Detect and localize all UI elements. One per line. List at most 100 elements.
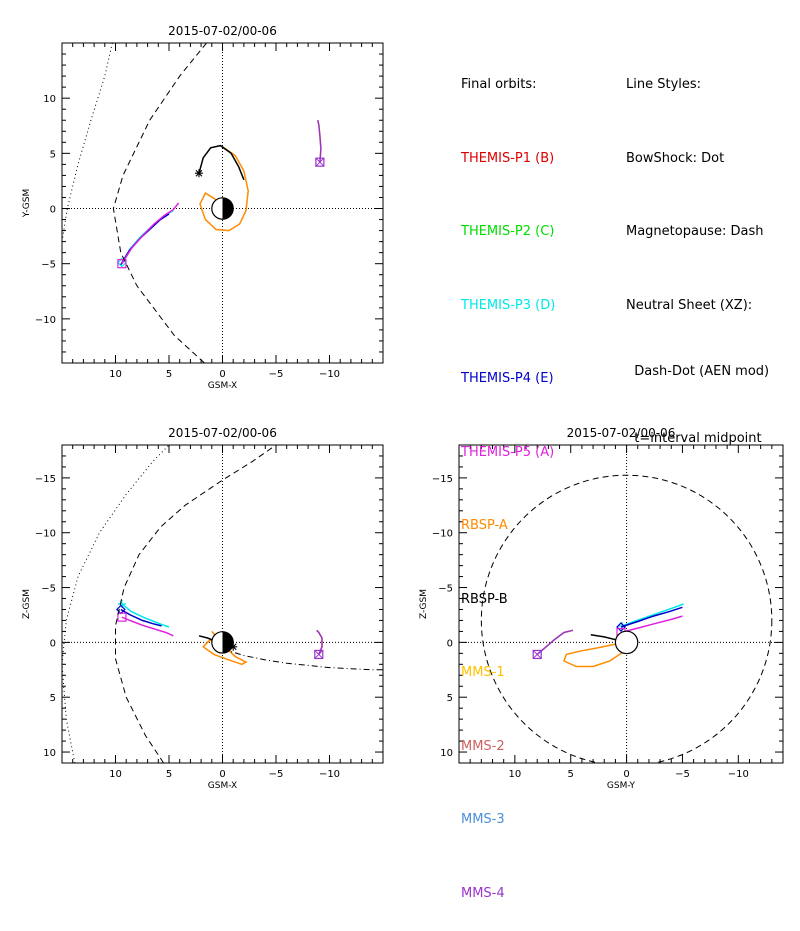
line-style-text: BowShock: Dot: [626, 150, 725, 166]
line-style-text: Neutral Sheet (XZ):: [626, 297, 753, 313]
plot-title: 2015-07-02/00-06: [567, 426, 676, 440]
x-tick-label: 10: [508, 769, 521, 780]
x-marker: [314, 650, 324, 659]
y-tick-label: −15: [432, 474, 453, 485]
y-tick-label: −10: [432, 529, 453, 540]
legend-entry: MMS-1: [461, 665, 505, 680]
themis-p5-a-line: [620, 615, 683, 634]
plot-frame: [458, 444, 784, 764]
y-tick-label: 10: [43, 94, 56, 105]
x-marker: [315, 157, 325, 167]
y-tick-label: −10: [35, 315, 56, 326]
y-tick-label: −5: [41, 260, 56, 271]
earth-night-icon: [222, 197, 234, 220]
legend-entry: THEMIS-P2 (C): [461, 224, 555, 239]
themis-p4-e-line: [120, 213, 170, 266]
square-marker: [314, 649, 324, 660]
x-tick-label: 5: [166, 369, 172, 380]
orbits-legend: Final orbits: THEMIS-P1 (B) THEMIS-P2 (C…: [461, 24, 555, 931]
legend-entry: RBSP-A: [461, 518, 508, 533]
legend-entry: THEMIS-P5 (A): [461, 444, 555, 460]
square-marker: [117, 612, 127, 622]
magnetopause-line: [115, 445, 277, 763]
diamond-marker: [616, 622, 626, 632]
y-tick-label: 5: [50, 149, 56, 160]
plot-area: [480, 474, 773, 763]
rbsp-b-line: [198, 144, 245, 181]
earth-night-icon: [222, 631, 234, 654]
rbsp-a-line: [563, 635, 633, 668]
y-axis-label: Z-GSM: [22, 589, 32, 619]
themis-p3-d-line: [121, 210, 174, 263]
x-tick-label: 0: [623, 769, 629, 780]
x-tick-label: −10: [319, 369, 340, 380]
legend-entry: THEMIS-P4 (E): [461, 371, 554, 386]
square-marker: [117, 259, 127, 269]
line-style-text: t=interval midpoint: [626, 430, 762, 446]
x-tick-label: −5: [269, 369, 284, 380]
rbsp-a-line: [199, 146, 249, 232]
y-tick-label: 5: [50, 693, 56, 704]
earth-icon: [614, 630, 639, 655]
y-tick-label: 10: [440, 748, 453, 759]
x-tick-label: 0: [219, 769, 225, 780]
square-marker: [315, 157, 325, 167]
x-axis-label: GSM-X: [208, 781, 237, 791]
x-tick-label: −5: [675, 769, 690, 780]
bowshock-line: [62, 43, 113, 242]
x-tick-label: −10: [319, 769, 340, 780]
x-tick-label: 0: [219, 369, 225, 380]
y-tick-label: −15: [35, 474, 56, 485]
line-styles-legend: Line Styles: BowShock: Dot Magnetopause:…: [626, 24, 769, 472]
legend-entry: MMS-2: [461, 738, 505, 754]
x-marker: [532, 650, 542, 659]
x-tick-label: 10: [109, 369, 122, 380]
x-tick-label: 10: [109, 769, 122, 780]
line-styles-heading: Line Styles:: [626, 77, 702, 92]
bowshock-line: [62, 445, 170, 763]
y-tick-label: 10: [43, 748, 56, 759]
themis-p3-d-line: [121, 603, 170, 628]
y-tick-label: 0: [50, 205, 56, 216]
plot-title: 2015-07-02/00-06: [168, 24, 277, 38]
y-axis-label: Z-GSM: [419, 589, 429, 619]
legend-entry: RBSP-B: [461, 591, 508, 607]
x-tick-label: 5: [166, 769, 172, 780]
themis-p4-e-line: [620, 606, 683, 628]
mms-4-line: [536, 629, 574, 655]
legend-entry: THEMIS-P1 (B): [461, 150, 555, 166]
orbits-legend-heading: Final orbits:: [461, 77, 537, 92]
star-marker: [229, 642, 238, 651]
x-tick-label: −10: [728, 769, 749, 780]
plot-area: [62, 445, 383, 763]
themis-p4-e-line: [120, 608, 162, 627]
y-tick-label: −5: [438, 584, 453, 595]
y-tick-label: 0: [50, 638, 56, 649]
x-tick-label: −5: [269, 769, 284, 780]
orbit-plots: 10 5 0 −5 −10 −10 −5 0 5 10 2015-07-02/00-06 GSM-X Y…: [22, 24, 784, 791]
y-axis-label: Y-GSM: [22, 189, 32, 218]
plot-panel: 10 5 0 −5 −10 −10 −5 0 5 10 2015-07-02/00-06 GSM-X Y…: [22, 24, 384, 391]
plot-panel: 10 5 0 −5 −10 10 5 0 −5 −10 −15 2015-07-02/00-06 GSM…: [22, 426, 384, 791]
legend-entry: MMS-4: [461, 885, 505, 901]
themis-p5-a-line: [121, 202, 180, 265]
y-tick-label: 5: [447, 693, 453, 704]
line-style-text: Dash-Dot (AEN mod): [626, 363, 770, 379]
y-tick-label: 0: [447, 638, 453, 649]
legend-entry: MMS-3: [461, 812, 505, 827]
x-tick-label: 5: [568, 769, 574, 780]
star-marker: [194, 169, 203, 178]
mms-4-line: [316, 629, 323, 655]
plot-title: 2015-07-02/00-06: [168, 426, 277, 440]
legend-entry: THEMIS-P3 (D): [461, 297, 556, 313]
themis-p3-d-line: [621, 603, 684, 627]
themis-p5-a-line: [121, 616, 174, 637]
square-marker: [532, 649, 542, 660]
magnetopause-line: [112, 43, 207, 363]
plot-area: [62, 43, 325, 363]
magnetopause-line: [480, 474, 773, 763]
plot-panel: 10 5 0 −5 −10 10 5 0 −5 −10 −15 2015-07-02/00-06 GSM…: [419, 426, 784, 791]
x-axis-label: GSM-X: [208, 381, 237, 391]
neutral-sheet-line: [222, 648, 383, 671]
mms-4-line: [316, 120, 322, 163]
